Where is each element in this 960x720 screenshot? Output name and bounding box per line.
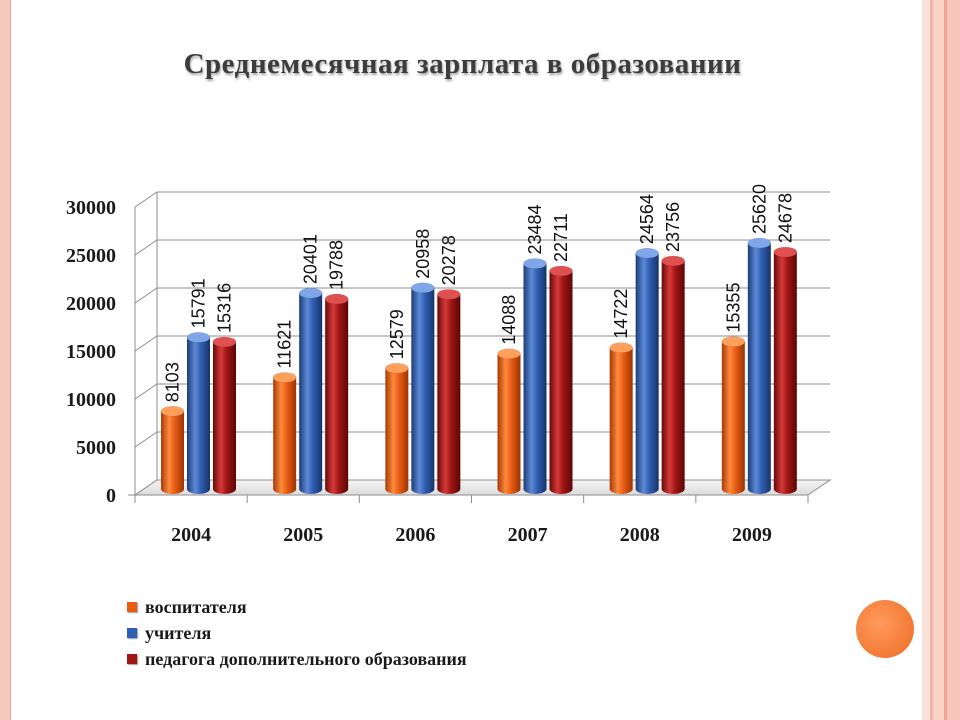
gridline-side (134, 191, 158, 208)
x-tick-label: 2007 (508, 524, 548, 546)
y-tick-label: 20000 (66, 293, 116, 315)
data-label: 11621 (275, 320, 295, 369)
chart-legend: воспитателя учителя педагога дополнитель… (127, 594, 467, 672)
bar-cap (298, 287, 323, 299)
bar-cylinder (721, 341, 745, 494)
gridline-side (134, 335, 158, 352)
legend-swatch-2 (127, 628, 137, 638)
bar-cylinder (497, 353, 521, 494)
right-border-decoration (922, 0, 960, 720)
left-border-decoration (0, 0, 11, 720)
data-label: 15791 (189, 278, 209, 328)
legend-label-1: воспитателя (145, 596, 247, 617)
data-label: 8103 (163, 362, 183, 402)
bar-cylinder (187, 337, 210, 494)
bar-cylinder (299, 293, 323, 494)
x-tick-label: 2005 (283, 524, 323, 546)
data-label: 23484 (525, 204, 545, 254)
bar-cylinder (549, 270, 573, 494)
data-label: 15316 (215, 283, 235, 333)
data-label: 14722 (611, 289, 631, 339)
bar-cap (385, 362, 409, 374)
bar-cap (160, 405, 185, 417)
data-label: 24678 (775, 193, 795, 243)
bar-cap (186, 332, 211, 343)
bar-cap (635, 247, 659, 259)
bar-cylinder (747, 243, 771, 494)
data-label: 20958 (413, 229, 433, 279)
legend-label-2: учителя (145, 622, 212, 643)
slide-title: Среднемесячная зарплата в образовании (183, 48, 742, 80)
bar-cylinder (773, 252, 797, 494)
y-tick-label: 25000 (66, 245, 116, 267)
bar-cylinder (273, 377, 297, 494)
y-tick-label: 0 (106, 485, 116, 507)
bar-cylinder (523, 263, 547, 494)
bar-cap (324, 293, 349, 305)
x-tick-label: 2004 (171, 524, 211, 546)
bar-cylinder (609, 347, 633, 494)
bar-cap (272, 372, 297, 383)
y-tick-label: 30000 (66, 197, 116, 219)
legend-item-3: педагога дополнительного образования (127, 646, 467, 672)
legend-swatch-3 (127, 654, 137, 664)
legend-swatch-1 (127, 602, 137, 612)
bar-cylinder (437, 294, 461, 494)
bar-cap (523, 258, 547, 269)
bar-cap (609, 342, 633, 353)
data-label: 22711 (551, 213, 571, 262)
x-tick-label: 2008 (620, 524, 660, 546)
gridline-side (134, 383, 158, 400)
gridline-side (134, 239, 158, 256)
data-label: 24564 (637, 194, 657, 244)
data-label: 15355 (723, 283, 743, 333)
x-tick-label: 2006 (395, 524, 435, 546)
bar-cap (747, 237, 772, 249)
legend-item-2: учителя (127, 620, 467, 646)
legend-label-3: педагога дополнительного образования (145, 648, 467, 669)
y-tick-label: 15000 (66, 341, 116, 363)
bar-cap (497, 348, 521, 360)
data-label: 25620 (749, 184, 769, 234)
bar-cylinder (411, 287, 435, 494)
data-label: 14088 (499, 295, 519, 345)
data-label: 20278 (439, 235, 459, 285)
chart-plot-area: 0 5000 10000 15000 20000 25000 30000 2004 2005 20… (66, 184, 832, 546)
y-tick-label: 5000 (76, 437, 116, 459)
bar-cylinder (635, 253, 659, 494)
legend-item-1: воспитателя (127, 594, 467, 620)
data-label: 12579 (387, 309, 407, 359)
bar-cylinder (325, 299, 349, 494)
data-label: 20401 (301, 234, 321, 284)
gridline-side (134, 287, 158, 304)
bar-cap (661, 255, 685, 267)
bar-cap (721, 336, 746, 347)
bar-cylinder (385, 368, 409, 494)
gridline-side (134, 431, 158, 448)
data-label: 19788 (327, 240, 347, 290)
bar-cap (411, 282, 435, 294)
bar-cap (212, 336, 237, 348)
bar-cylinder (161, 411, 184, 494)
bar-cylinder (661, 260, 685, 494)
y-tick-label: 10000 (66, 389, 116, 411)
decorative-circle (856, 600, 914, 658)
bar-cap (549, 265, 573, 277)
x-tick-label: 2009 (732, 524, 772, 546)
data-label: 23756 (663, 202, 683, 252)
bar-cylinder (213, 341, 236, 494)
bar-cap (437, 289, 461, 300)
bar-cap (773, 246, 798, 258)
